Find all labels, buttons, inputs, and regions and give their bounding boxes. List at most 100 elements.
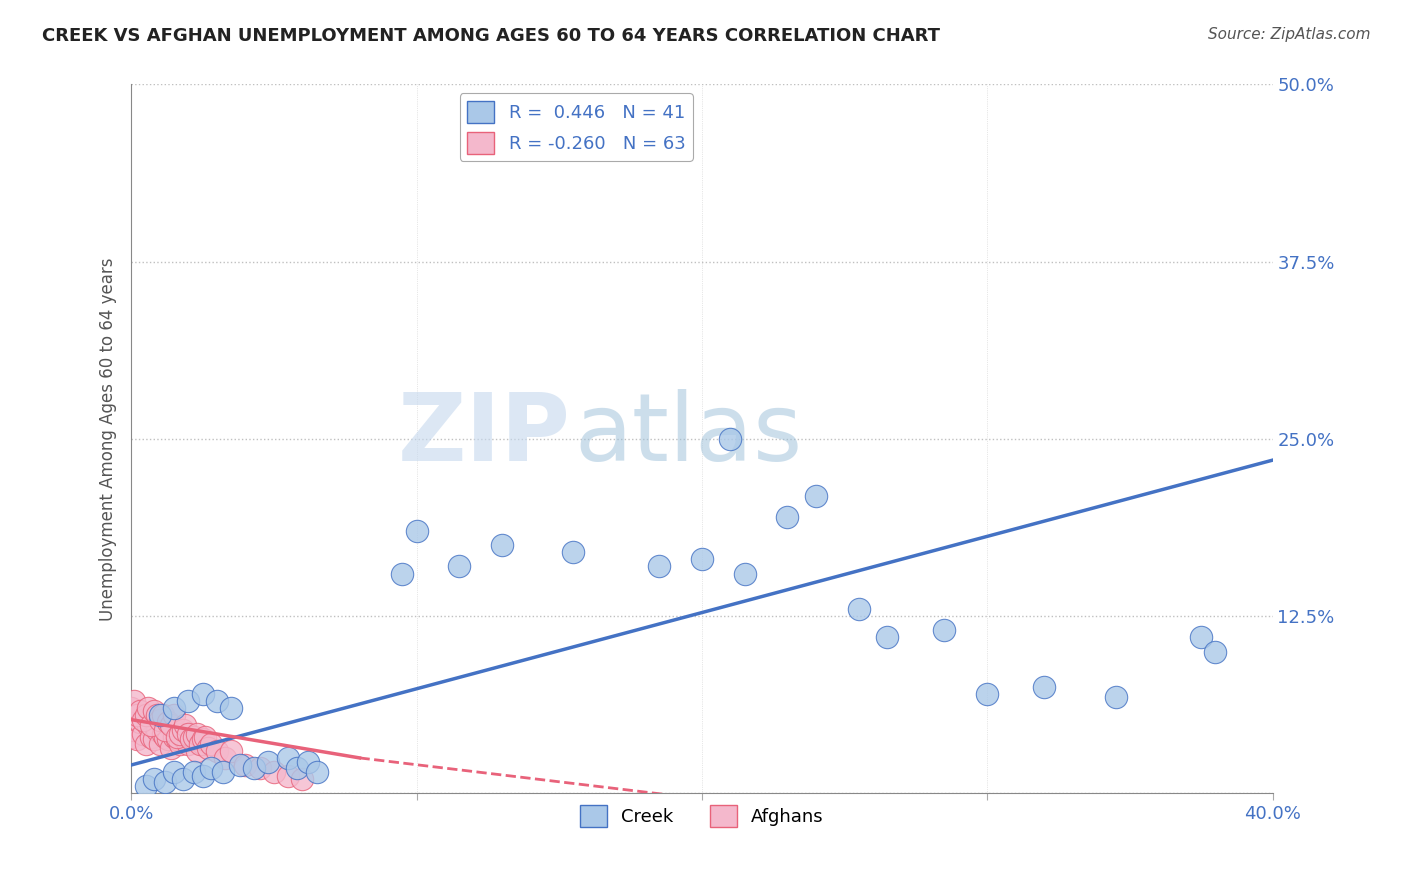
Point (146, 708, 169, 723)
Legend: Creek, Afghans: Creek, Afghans (572, 797, 831, 834)
Point (180, 732, 202, 747)
Point (186, 727, 208, 741)
Point (205, 694, 228, 708)
Point (734, 566, 756, 581)
Point (804, 489, 827, 503)
Point (228, 758, 250, 772)
Point (146, 723, 169, 737)
Point (211, 765, 233, 780)
Point (128, 704, 150, 718)
Point (172, 730, 194, 744)
Point (257, 755, 280, 769)
Point (976, 687, 998, 701)
Point (177, 694, 200, 708)
Point (297, 755, 319, 769)
Point (391, 566, 413, 581)
Point (263, 765, 285, 780)
Point (141, 730, 163, 744)
Point (648, 559, 671, 574)
Point (134, 737, 156, 751)
Point (134, 779, 156, 793)
Point (174, 732, 197, 747)
Point (720, 432, 742, 446)
Point (776, 509, 799, 524)
Point (155, 730, 177, 744)
Point (183, 732, 205, 747)
Point (219, 744, 242, 758)
Point (194, 730, 217, 744)
Point (120, 730, 142, 744)
Point (876, 631, 898, 645)
Point (562, 545, 585, 559)
Point (219, 701, 242, 715)
Point (249, 761, 271, 775)
Point (138, 718, 160, 732)
Point (285, 761, 308, 775)
Point (180, 730, 202, 744)
Point (277, 769, 299, 783)
Point (166, 730, 188, 744)
Point (122, 694, 145, 708)
Point (177, 727, 200, 741)
Point (149, 713, 172, 727)
Point (191, 687, 214, 701)
Point (152, 727, 174, 741)
Point (172, 772, 194, 787)
Point (163, 765, 186, 780)
Text: ZIP: ZIP (398, 389, 571, 482)
Y-axis label: Unemployment Among Ages 60 to 64 years: Unemployment Among Ages 60 to 64 years (100, 257, 117, 621)
Point (200, 761, 222, 775)
Point (183, 730, 205, 744)
Point (152, 708, 174, 723)
Point (131, 713, 153, 727)
Point (157, 715, 180, 730)
Point (149, 708, 172, 723)
Point (305, 765, 328, 780)
Point (188, 732, 211, 747)
Point (1104, 690, 1126, 704)
Point (177, 737, 200, 751)
Point (188, 737, 211, 751)
Point (155, 723, 177, 737)
Point (235, 758, 257, 772)
Point (143, 704, 166, 718)
Point (163, 730, 186, 744)
Point (163, 701, 186, 715)
Point (1033, 680, 1056, 694)
Point (149, 737, 172, 751)
Point (163, 708, 186, 723)
Point (174, 718, 197, 732)
Point (690, 552, 713, 566)
Point (200, 737, 222, 751)
Point (143, 732, 166, 747)
Point (1189, 631, 1212, 645)
Point (166, 732, 188, 747)
Point (186, 744, 208, 758)
Point (169, 737, 191, 751)
Point (143, 772, 166, 787)
Text: CREEK VS AFGHAN UNEMPLOYMENT AMONG AGES 60 TO 64 YEARS CORRELATION CHART: CREEK VS AFGHAN UNEMPLOYMENT AMONG AGES … (42, 27, 941, 45)
Point (1204, 644, 1226, 658)
Point (183, 765, 205, 780)
Point (191, 769, 214, 783)
Point (134, 708, 156, 723)
Point (405, 524, 427, 538)
Point (214, 751, 236, 765)
Point (172, 723, 194, 737)
Point (131, 727, 153, 741)
Text: atlas: atlas (574, 389, 803, 482)
Point (138, 701, 160, 715)
Point (160, 741, 183, 756)
Point (125, 732, 148, 747)
Point (160, 718, 183, 732)
Point (141, 718, 163, 732)
Point (934, 624, 956, 638)
Point (291, 772, 314, 787)
Point (120, 701, 142, 715)
Point (122, 723, 145, 737)
Point (848, 602, 870, 616)
Point (155, 775, 177, 789)
Point (157, 732, 180, 747)
Text: Source: ZipAtlas.com: Source: ZipAtlas.com (1208, 27, 1371, 42)
Point (191, 732, 214, 747)
